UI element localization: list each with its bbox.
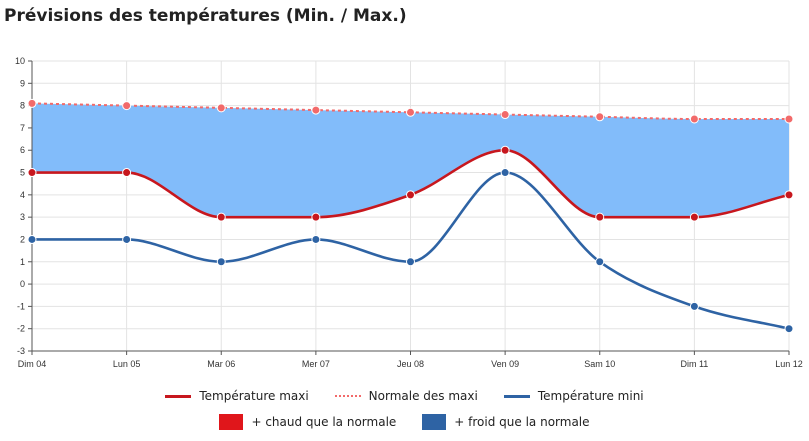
legend-swatch-max [165,394,192,398]
point-normale-des-maxi-ven-09[interactable] [500,110,510,120]
legend-item-max[interactable]: Température maxi [165,389,309,403]
y-tick-label: 1 [20,257,25,267]
legend-label-normal: Normale des maxi [368,389,478,403]
y-tick-label: 9 [20,78,25,88]
series-points [27,98,794,334]
legend-swatch-normal [334,395,361,397]
legend-item-warm[interactable]: + chaud que la normale [219,414,396,430]
y-tick-label: 6 [20,145,25,155]
legend-item-min[interactable]: Température mini [503,389,644,403]
y-tick-label: 0 [20,279,25,289]
y-tick-label: 8 [20,101,25,111]
legend: Température maxi Normale des maxi Tempér… [0,385,809,433]
point-temperature-mini-dim-04[interactable] [27,234,37,244]
point-normale-des-maxi-sam-10[interactable] [595,112,605,122]
point-normale-des-maxi-lun-05[interactable] [122,101,132,111]
x-tick-label-ven-09: Ven 09 [491,359,519,369]
point-normale-des-maxi-mar-06[interactable] [216,103,226,113]
legend-row-areas: + chaud que la normale + froid que la no… [0,411,809,433]
point-normale-des-maxi-dim-11[interactable] [689,114,699,124]
x-tick-label-mer-07: Mer 07 [302,359,330,369]
legend-item-cold[interactable]: + froid que la normale [422,414,590,430]
x-tick-label-dim-04: Dim 04 [18,359,47,369]
y-tick-label: -2 [17,324,25,334]
point-temperature-mini-lun-12[interactable] [784,324,794,334]
point-temperature-mini-mar-06[interactable] [216,257,226,267]
x-axis-labels: Dim 04 Lun 05 Mar 06 Mer 07 Jeu 08 Ven 09 Sam … [18,359,803,369]
x-tick-label-sam-10: Sam 10 [584,359,615,369]
legend-swatch-warm [219,414,244,430]
point-temperature-mini-dim-11[interactable] [689,301,699,311]
point-temperature-maxi-mar-06[interactable] [216,212,226,222]
point-normale-des-maxi-jeu-08[interactable] [406,107,415,117]
point-normale-des-maxi-lun-12[interactable] [784,114,794,124]
legend-swatch-cold [422,414,447,430]
point-temperature-mini-lun-05[interactable] [122,234,132,244]
point-temperature-maxi-mer-07[interactable] [311,212,321,222]
x-tick-label-dim-11: Dim 11 [680,359,708,369]
deviation-areas [32,103,789,218]
point-temperature-mini-sam-10[interactable] [595,257,605,267]
legend-row-series: Température maxi Normale des maxi Tempér… [0,385,809,407]
series-line-temperature-mini [32,171,790,330]
point-temperature-maxi-jeu-08[interactable] [406,190,415,200]
y-tick-label: -1 [17,301,25,311]
legend-swatch-min [503,394,530,398]
legend-item-normal[interactable]: Normale des maxi [334,389,478,403]
point-temperature-maxi-sam-10[interactable] [595,212,605,222]
x-tick-label-lun-05: Lun 05 [113,359,141,369]
point-temperature-mini-jeu-08[interactable] [406,257,415,267]
below-normal-area [32,103,789,218]
point-temperature-maxi-lun-12[interactable] [784,190,794,200]
point-temperature-maxi-lun-05[interactable] [122,168,132,178]
legend-label-max: Température maxi [199,389,309,403]
y-tick-label: 10 [15,56,25,66]
point-temperature-mini-mer-07[interactable] [311,234,321,244]
point-temperature-maxi-dim-11[interactable] [689,212,699,222]
y-tick-label: 4 [20,190,25,200]
legend-label-cold: + froid que la normale [454,415,590,429]
x-tick-label-jeu-08: Jeu 08 [397,359,424,369]
axes [28,60,790,355]
legend-label-warm: + chaud que la normale [251,415,397,429]
point-temperature-maxi-ven-09[interactable] [500,145,510,155]
chart-title: Prévisions des températures (Min. / Max.… [4,6,407,26]
point-normale-des-maxi-mer-07[interactable] [311,105,321,115]
y-tick-label: 2 [20,234,25,244]
y-tick-label: 5 [20,168,25,178]
y-tick-label: 3 [20,212,25,222]
y-tick-label: -3 [17,346,25,356]
legend-label-min: Température mini [537,389,644,403]
x-tick-label-mar-06: Mar 06 [207,359,235,369]
point-temperature-mini-ven-09[interactable] [500,168,510,178]
y-tick-label: 7 [20,123,25,133]
point-temperature-maxi-dim-04[interactable] [27,168,37,178]
x-tick-label-lun-12: Lun 12 [775,359,803,369]
point-normale-des-maxi-dim-04[interactable] [27,98,37,108]
